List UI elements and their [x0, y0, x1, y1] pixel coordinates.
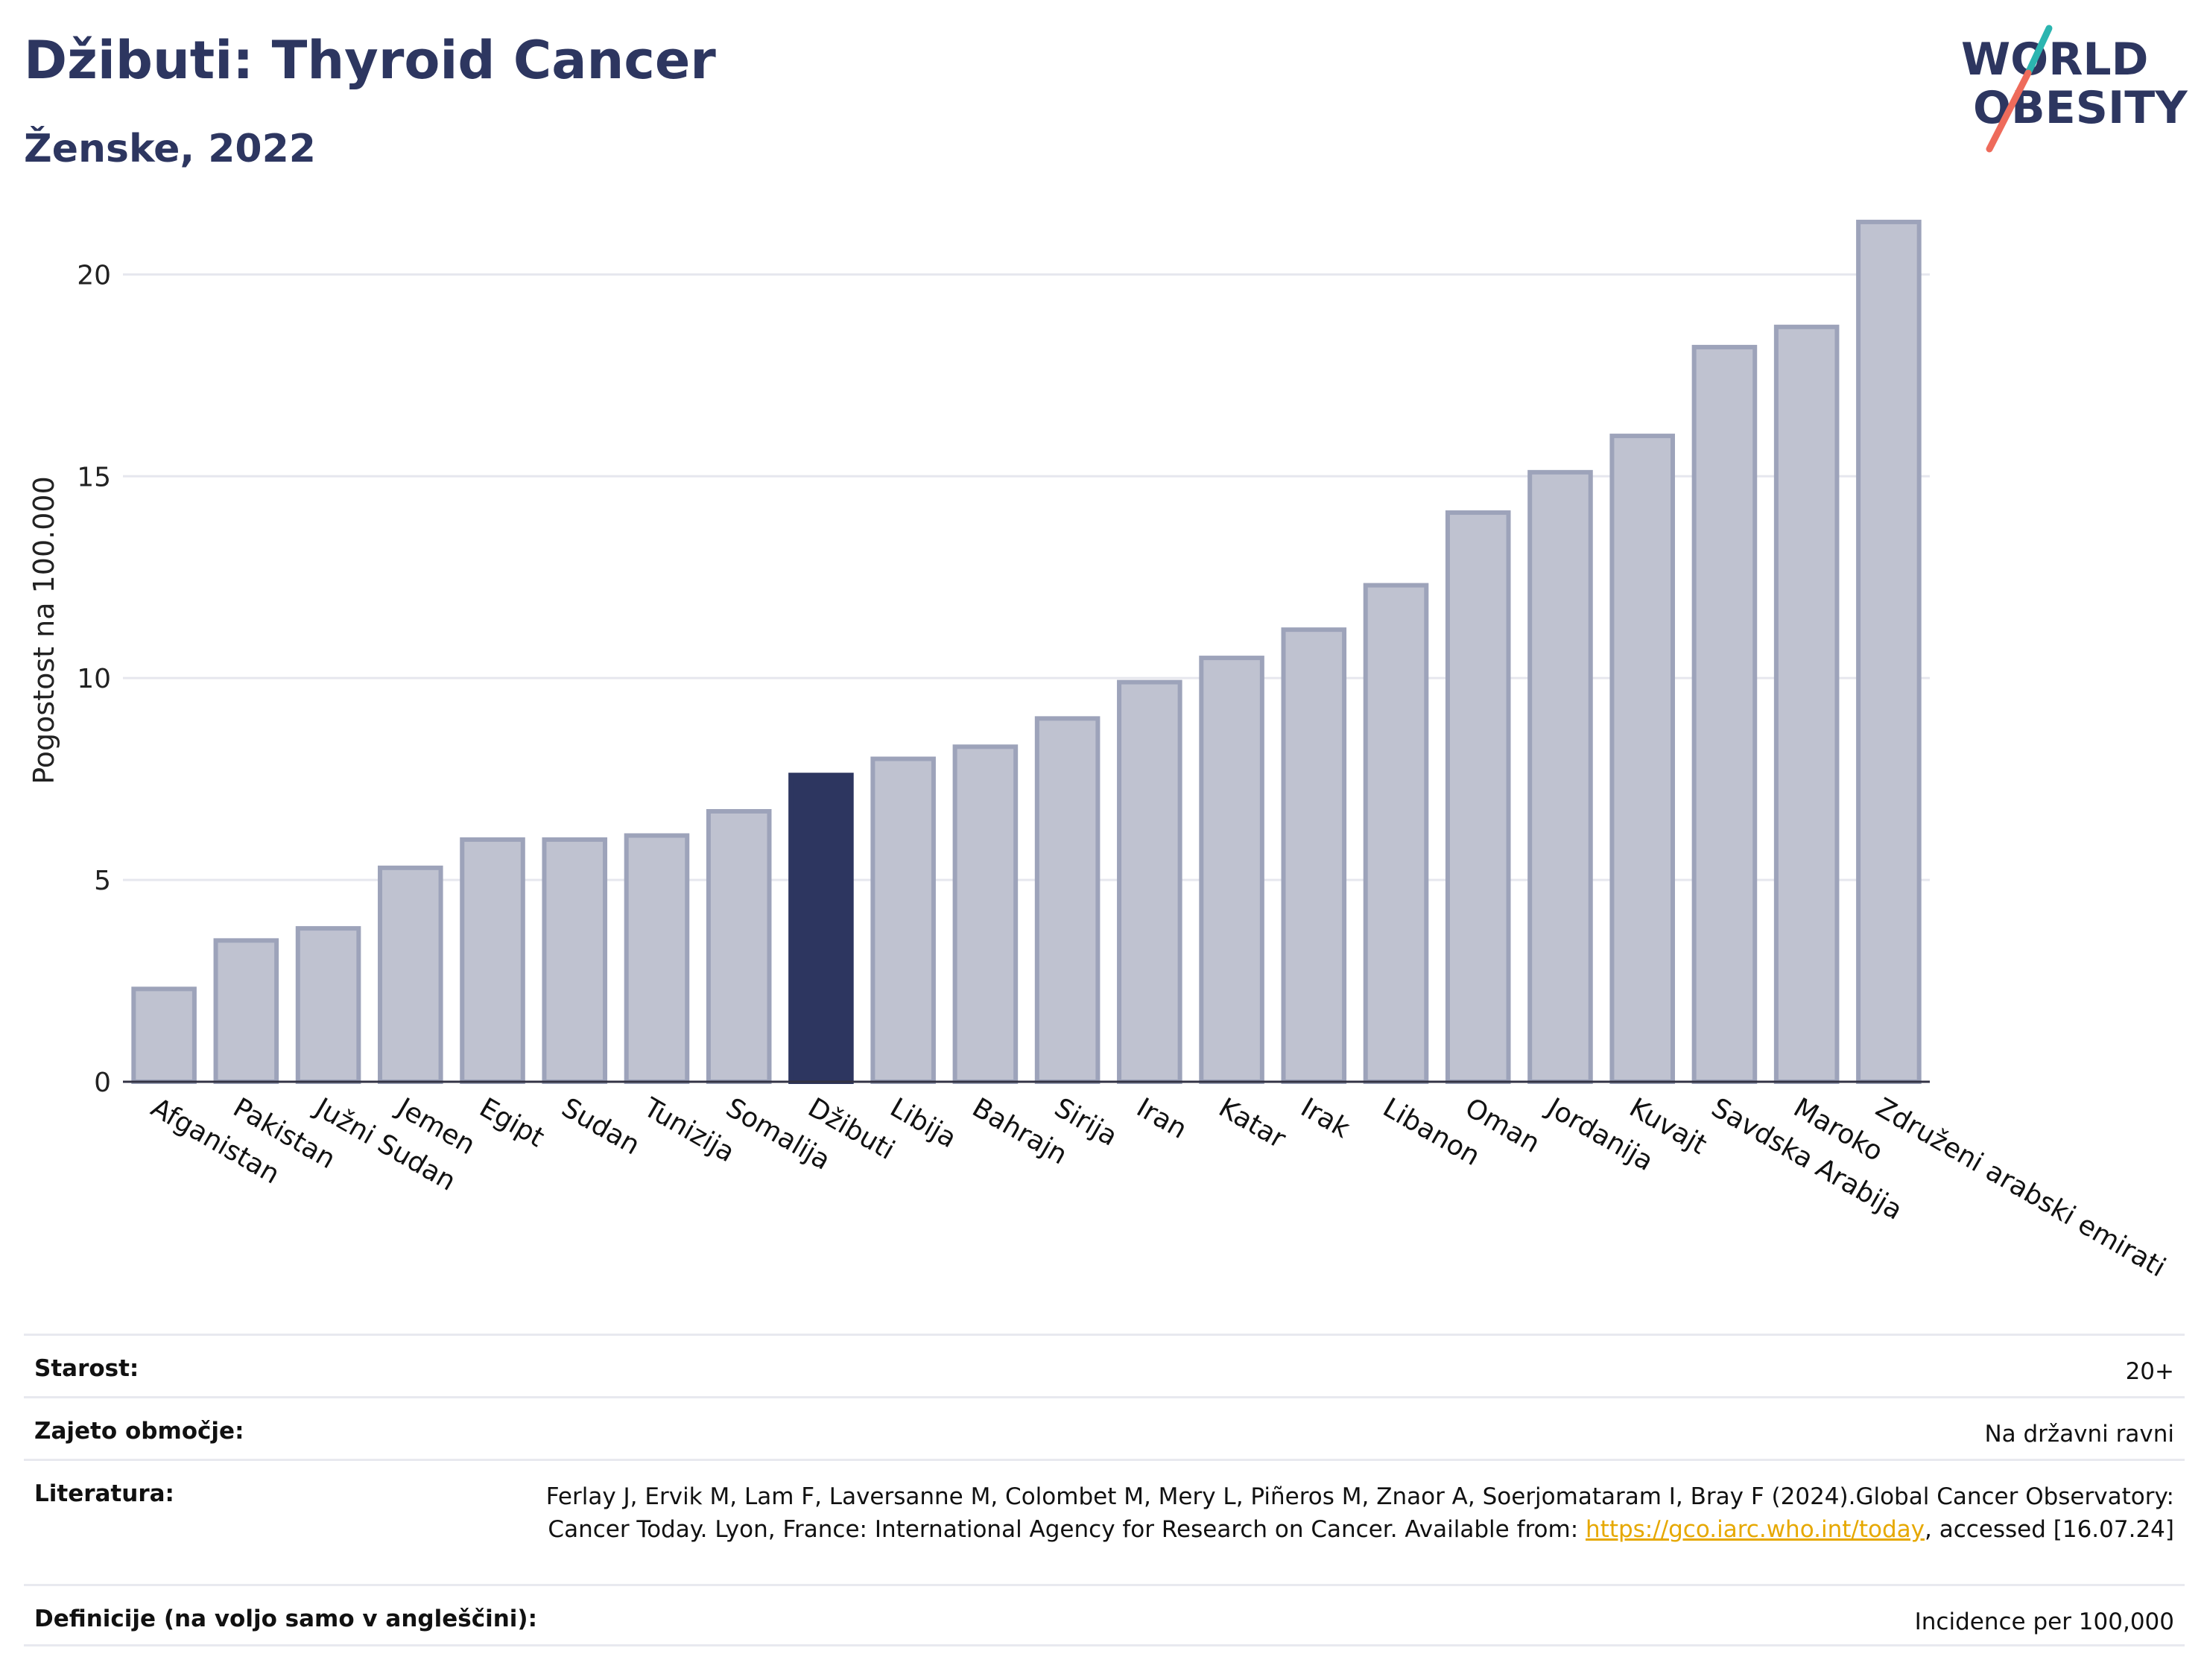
bar-jordanija: [1527, 469, 1593, 1084]
bar-bahrajn: [952, 744, 1019, 1084]
info-label: Literatura:: [34, 1480, 174, 1507]
bar-savdska-arabija: [1691, 344, 1758, 1084]
y-axis-ticks: 0 5 10 15 20: [77, 260, 111, 1098]
info-label: Zajeto območje:: [34, 1418, 244, 1445]
chart-title: Džibuti: Thyroid Cancer: [24, 30, 716, 91]
x-tick-label: Bahrajn: [967, 1092, 1072, 1170]
source-link[interactable]: https://gco.iarc.who.int/today: [1586, 1516, 1925, 1543]
x-tick-label: Katar: [1214, 1092, 1291, 1155]
x-tick-label: Irak: [1296, 1092, 1355, 1144]
bar-iran: [1117, 679, 1182, 1084]
x-tick-label: Združeni arabski emirati: [1870, 1092, 2170, 1283]
info-table: Starost: 20+ Zajeto območje: Na državni rav…: [24, 1334, 2185, 1646]
bar-sudan: [542, 837, 608, 1084]
world-obesity-logo: WORLD OBESITY: [1961, 25, 2188, 153]
bar-somalija: [706, 808, 772, 1084]
bar-katar: [1199, 656, 1264, 1084]
x-tick-label: Iran: [1131, 1092, 1191, 1145]
x-tick-label: Egipt: [475, 1092, 550, 1153]
chart-subtitle: Ženske, 2022: [24, 127, 316, 171]
info-value-text: Na državni ravni: [1984, 1421, 2174, 1448]
info-label: Starost:: [34, 1355, 139, 1382]
info-row: Literatura: Ferlay J, Ervik M, Lam F, Lav…: [24, 1459, 2185, 1584]
bar-južni-sudan: [295, 926, 361, 1085]
bar-afganistan: [131, 986, 197, 1085]
info-value-text: Ferlay J, Ervik M, Lam F, Laversanne M, …: [545, 1483, 2174, 1543]
logo-slash-teal: [2024, 25, 2053, 77]
info-value: Na državni ravni: [1984, 1418, 2174, 1451]
logo-slash-coral: [1986, 69, 2032, 153]
info-row: Definicije (na voljo samo v angleščini):…: [24, 1584, 2185, 1646]
info-value-suffix: , accessed [16.07.24]: [1924, 1516, 2174, 1543]
info-row: Starost: 20+: [24, 1334, 2185, 1396]
y-tick-label: 0: [94, 1068, 111, 1098]
bar-libanon: [1363, 583, 1429, 1084]
bars: [131, 219, 1922, 1085]
bar-egipt: [460, 837, 525, 1084]
bar-kuvajt: [1609, 434, 1675, 1084]
info-row: Zajeto območje: Na državni ravni: [24, 1396, 2185, 1459]
info-value: Incidence per 100,000: [1915, 1605, 2174, 1638]
bar-libija: [870, 756, 936, 1085]
bar-sirija: [1034, 716, 1101, 1084]
logo-line-1: WORLD: [1961, 34, 2148, 86]
y-tick-label: 5: [94, 866, 111, 896]
y-tick-label: 20: [77, 260, 111, 291]
bar-irak: [1281, 627, 1347, 1084]
bar-oman: [1445, 510, 1511, 1084]
bar-maroko: [1773, 324, 1840, 1084]
bar-pakistan: [213, 938, 279, 1085]
info-value-text: Incidence per 100,000: [1914, 1608, 2174, 1635]
info-value-text: 20+: [2125, 1358, 2174, 1385]
bar-džibuti: [788, 773, 854, 1084]
y-tick-label: 10: [77, 664, 111, 694]
bar-jemen: [378, 865, 443, 1084]
x-tick-label: Tunizija: [638, 1092, 740, 1169]
info-value: Ferlay J, Ervik M, Lam F, Laversanne M, …: [535, 1480, 2174, 1546]
bar-tunizija: [624, 833, 690, 1085]
info-value: 20+: [2126, 1355, 2174, 1388]
y-axis-title: Pogostost na 100.000: [28, 476, 60, 784]
bar-združeni-arabski-emirati: [1856, 219, 1922, 1085]
y-tick-label: 15: [77, 462, 111, 492]
x-tick-label: Sudan: [557, 1092, 645, 1161]
info-label: Definicije (na voljo samo v angleščini):: [34, 1605, 537, 1632]
